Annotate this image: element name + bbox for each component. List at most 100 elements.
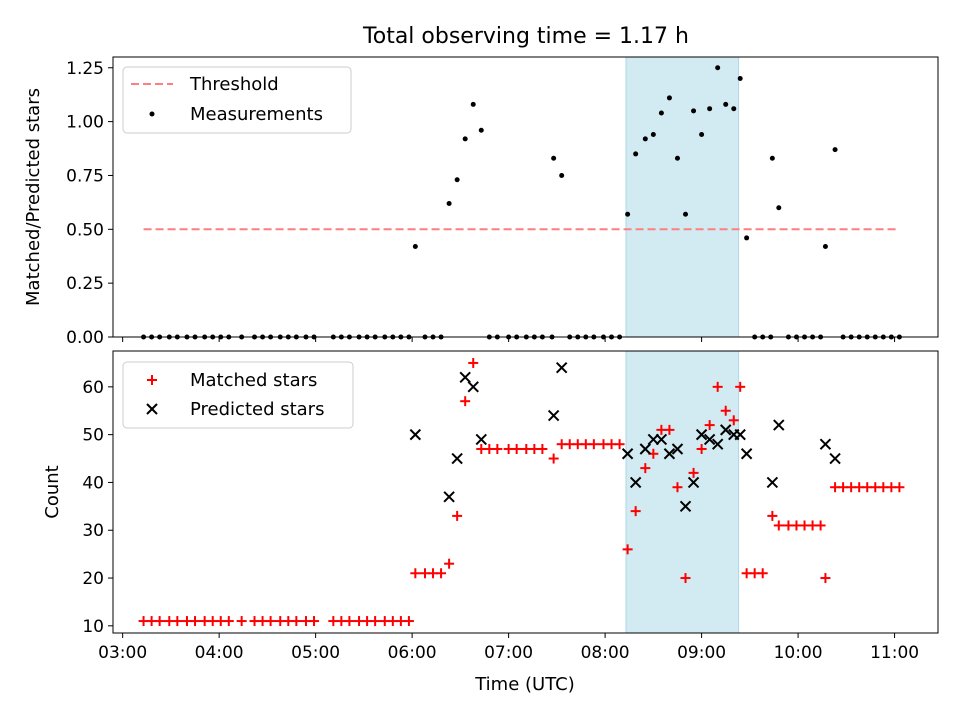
legend-threshold-label: Threshold [189, 74, 279, 95]
matched-star-point [291, 616, 302, 627]
predicted-star-point [671, 443, 684, 455]
matched-star-point [640, 463, 651, 474]
matched-star-point [492, 443, 503, 454]
matched-star-point [444, 558, 455, 569]
measurement-point [769, 155, 775, 161]
predicted-star-point [703, 433, 716, 446]
measurement-point [412, 244, 418, 250]
matched-star-point [410, 568, 421, 579]
measurement-point [559, 172, 565, 178]
matched-star-point [688, 467, 699, 478]
matched-star-point [696, 443, 707, 454]
measurement-point [707, 106, 713, 112]
bottom-y-tick-label: 60 [82, 378, 104, 398]
x-tick-label: 09:00 [677, 643, 726, 663]
predicted-star-point [443, 491, 455, 503]
predicted-star-point [829, 452, 841, 465]
matched-star-point [370, 616, 381, 627]
measurement-point [822, 244, 828, 250]
predicted-star-point [766, 476, 779, 489]
matched-star-point [172, 616, 183, 627]
predicted-star-point [720, 424, 732, 436]
predicted-star-point [740, 448, 753, 460]
matched-star-point [154, 616, 165, 627]
matched-star-point [712, 381, 723, 392]
bottom-y-tick-label: 40 [82, 473, 104, 493]
legend-measurements-label: Measurements [190, 104, 323, 125]
matched-star-point [511, 443, 522, 454]
bottom-y-axis-label: Count [42, 465, 63, 518]
bottom-y-tick-label: 50 [82, 426, 104, 446]
predicted-star-point [734, 428, 746, 441]
matched-star-point [672, 482, 683, 493]
legend-measurements-swatch [149, 111, 155, 117]
measurement-point [650, 132, 656, 138]
measurement-point [551, 155, 557, 161]
predicted-star-point [555, 362, 568, 374]
x-tick-label: 10:00 [774, 643, 823, 663]
top-axes-frame [112, 56, 939, 338]
bottom-legend-box [122, 361, 354, 429]
predicted-star-point [639, 443, 652, 455]
predicted-star-point [687, 476, 700, 489]
predicted-star-point [711, 438, 724, 450]
matched-star-point [452, 510, 463, 521]
measurement-point [731, 106, 737, 112]
predicted-star-point [629, 476, 642, 489]
matched-star-point [664, 424, 675, 435]
matched-star-point [460, 396, 471, 407]
measurement-point [658, 110, 664, 116]
x-tick-label: 03:00 [98, 643, 147, 663]
bottom-y-tick-label: 10 [82, 617, 104, 637]
predicted-star-point [663, 448, 676, 460]
measurement-point [776, 205, 782, 211]
predicted-star-point [621, 448, 634, 460]
legend-matched-label: Matched stars [190, 370, 317, 391]
matched-star-point [622, 544, 633, 555]
predicted-star-point [773, 419, 785, 431]
predicted-star-point [451, 452, 463, 465]
chart-title: Total observing time = 1.17 h [362, 24, 689, 49]
measurement-point [699, 132, 705, 138]
matched-star-point [894, 482, 905, 493]
top-y-tick-label: 0.75 [66, 166, 104, 186]
matched-star-point [344, 616, 355, 627]
matched-star-point [820, 573, 831, 584]
matched-star-point [588, 439, 599, 450]
matched-star-point [630, 506, 641, 517]
predicted-star-point [547, 409, 560, 422]
matched-star-point [309, 616, 320, 627]
matched-star-point [735, 381, 746, 392]
matched-star-point [757, 568, 768, 579]
matched-star-point [548, 453, 559, 464]
bottom-axes-frame [112, 350, 939, 634]
bottom-y-tick-label: 20 [82, 569, 104, 589]
measurement-point [666, 95, 672, 101]
top-legend-box [122, 66, 352, 134]
measurement-point [832, 147, 838, 153]
measurement-point [625, 211, 631, 217]
predicted-star-point [695, 428, 708, 441]
x-tick-label: 11:00 [870, 643, 919, 663]
matched-star-point [436, 568, 447, 579]
top-y-tick-label: 1.00 [66, 113, 104, 133]
top-legend: Threshold Measurements [122, 66, 352, 134]
measurement-point [470, 101, 476, 107]
measurement-point [642, 136, 648, 142]
matched-star-point [537, 443, 548, 454]
legend-matched-swatch [147, 375, 157, 385]
predicted-star-point [459, 371, 471, 383]
predicted-star-point [819, 438, 832, 450]
measurement-point [674, 155, 680, 161]
bottom-y-tick-label: 30 [82, 521, 104, 541]
bottom-legend: Matched stars Predicted stars [122, 361, 354, 429]
x-tick-label: 08:00 [581, 643, 630, 663]
measurement-point [744, 235, 750, 241]
matched-star-point [728, 415, 739, 426]
x-tick-label: 04:00 [195, 643, 244, 663]
matched-star-point [704, 420, 715, 431]
bottom-panel: 10 20 30 40 50 60 03:00 04:00 05:00 06:00 07:00 08:… [42, 350, 939, 695]
matched-star-point [614, 439, 625, 450]
top-y-axis-label: Matched/Predicted stars [23, 88, 44, 306]
